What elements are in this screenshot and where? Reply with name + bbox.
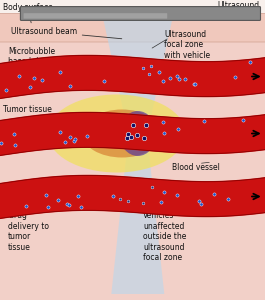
Bar (0, 0, 265, 27)
Text: Microbubble
based drug
delivery vehicle: Microbubble based drug delivery vehicle (8, 46, 68, 76)
Polygon shape (103, 20, 172, 135)
FancyBboxPatch shape (0, 14, 265, 42)
Ellipse shape (119, 111, 156, 156)
Polygon shape (111, 135, 164, 294)
FancyBboxPatch shape (24, 13, 167, 19)
Ellipse shape (82, 110, 162, 158)
Text: Blood vessel: Blood vessel (172, 164, 220, 172)
Text: Body surface: Body surface (3, 3, 52, 23)
Text: Ultrasound beam: Ultrasound beam (11, 27, 122, 39)
Text: Vehicles
unaffected
outside the
ultrasound
focal zone: Vehicles unaffected outside the ultrasou… (143, 212, 187, 262)
FancyBboxPatch shape (20, 7, 260, 20)
Ellipse shape (48, 94, 186, 172)
Text: Drug
delivery to
tumor
tissue: Drug delivery to tumor tissue (8, 212, 49, 252)
Text: Ultrasound
focal zone
with vehicle
destruction and
drug release: Ultrasound focal zone with vehicle destr… (164, 30, 225, 81)
Text: Ultrasound
transducer: Ultrasound transducer (218, 2, 260, 21)
Text: Tumor tissue: Tumor tissue (3, 105, 69, 129)
